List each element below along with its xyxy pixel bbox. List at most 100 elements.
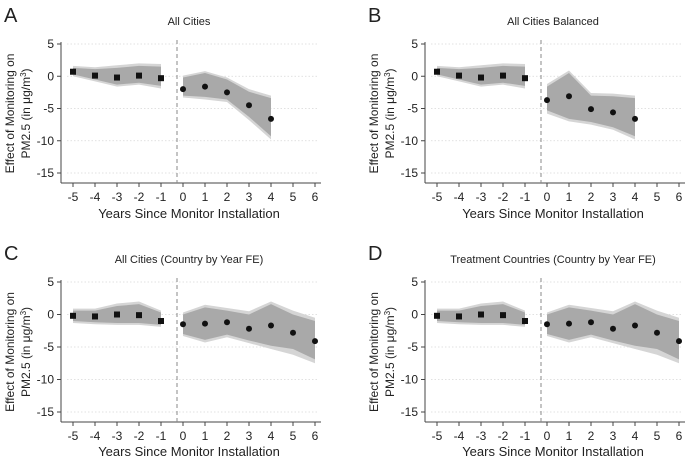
panel-title: Treatment Countries (Country by Year FE) [450,254,656,266]
y-axis-label-text: ) [383,307,397,311]
y-axis-label-line2: PM2.5 (in μg/m3) [383,307,398,397]
y-axis-label-line1: Effect of Monitoring on [3,54,17,174]
x-tick-label: -1 [520,190,531,204]
y-axis-label-text: PM2.5 (in μg/m [19,315,33,397]
x-tick-label: 6 [312,190,319,204]
x-tick-label: 2 [224,190,231,204]
x-tick-label: -3 [476,190,487,204]
post-point [268,322,274,329]
y-axis-label-line2: PM2.5 (in μg/m3) [19,307,34,397]
x-axis-label: Years Since Monitor Installation [462,206,644,221]
x-tick-label: -5 [432,190,443,204]
post-point [632,115,638,122]
post-point [544,97,550,104]
x-tick-label: 5 [654,190,661,204]
y-axis-label-text: ) [19,68,33,72]
x-tick-label: 4 [268,429,275,443]
x-tick-label: 5 [290,429,297,443]
x-tick-label: 2 [588,190,595,204]
pre-point [500,312,506,319]
pre-point [478,311,484,318]
pre-point [456,72,462,79]
y-axis-label-line2: PM2.5 (in μg/m3) [383,68,398,158]
x-tick-label: -1 [156,190,167,204]
x-tick-label: 0 [544,429,551,443]
x-axis-label: Years Since Monitor Installation [98,444,280,459]
y-axis-label-superscript: 3 [383,72,392,77]
y-axis-label-line1: Effect of Monitoring on [367,54,381,174]
y-axis-label-text: PM2.5 (in μg/m [383,77,397,159]
x-tick-label: -4 [454,190,465,204]
post-point [566,93,572,100]
pre-point [92,72,98,79]
pre-point [114,311,120,318]
y-tick-label: -10 [37,373,55,387]
x-tick-label: 3 [246,429,253,443]
y-axis-label-text: ) [19,307,33,311]
y-tick-label: 5 [411,275,418,289]
y-tick-label: 0 [411,308,418,322]
y-axis-label-line2: PM2.5 (in μg/m3) [19,68,34,158]
x-axis-label: Years Since Monitor Installation [98,206,280,221]
x-tick-label: -3 [112,429,123,443]
y-axis-label-superscript: 3 [19,310,28,315]
x-tick-label: -3 [112,190,123,204]
y-axis-label-line1: Effect of Monitoring on [3,292,17,412]
x-tick-label: -2 [134,190,145,204]
post-point [676,338,682,345]
post-point [224,319,230,326]
pre-point [70,312,76,319]
post-point [544,321,550,328]
pre-point [434,312,440,319]
y-axis-label-line1: Effect of Monitoring on [367,292,381,412]
post-point [588,106,594,113]
y-tick-label: -5 [407,102,418,116]
x-tick-label: -3 [476,429,487,443]
panel-letter: D [368,243,382,265]
y-tick-label: 0 [47,308,54,322]
pre-point [158,318,164,324]
y-axis-label-superscript: 3 [19,72,28,77]
x-tick-label: -4 [90,429,101,443]
x-tick-label: -5 [68,429,79,443]
x-tick-label: -4 [454,429,465,443]
x-tick-label: 3 [246,190,253,204]
post-point [632,322,638,329]
x-tick-label: 0 [544,190,551,204]
panel-c: C All Cities (Country by Year FE)50-5-10-… [3,243,321,459]
post-point [202,83,208,90]
pre-point [500,72,506,79]
x-axis-label: Years Since Monitor Installation [462,444,644,459]
pre-point [478,74,484,81]
panel-letter: A [4,5,18,27]
x-tick-label: 6 [312,429,319,443]
y-tick-label: -15 [401,405,419,419]
y-tick-label: 0 [47,69,54,83]
x-tick-label: -5 [432,429,443,443]
pre-point [70,68,76,75]
y-tick-label: -15 [401,166,419,180]
post-point [654,329,660,336]
x-tick-label: 1 [566,429,573,443]
x-tick-label: 6 [676,429,683,443]
panel-letter: C [4,243,18,265]
pre-point [158,75,164,82]
post-point [202,320,208,327]
post-point [312,338,318,345]
y-tick-label: -10 [401,373,419,387]
x-tick-label: 5 [654,429,661,443]
y-tick-label: -5 [407,340,418,354]
panel-title: All Cities [168,16,211,28]
y-tick-label: -10 [401,134,419,148]
panel-d: D Treatment Countries (Country by Year FE… [367,243,685,459]
pre-point [92,313,98,320]
post-point [268,115,274,122]
y-tick-label: -15 [37,405,55,419]
pre-point [136,312,142,319]
post-point [180,86,186,93]
pre-point [456,313,462,320]
y-tick-label: 5 [47,37,54,51]
y-axis-label-text: PM2.5 (in μg/m [19,77,33,159]
